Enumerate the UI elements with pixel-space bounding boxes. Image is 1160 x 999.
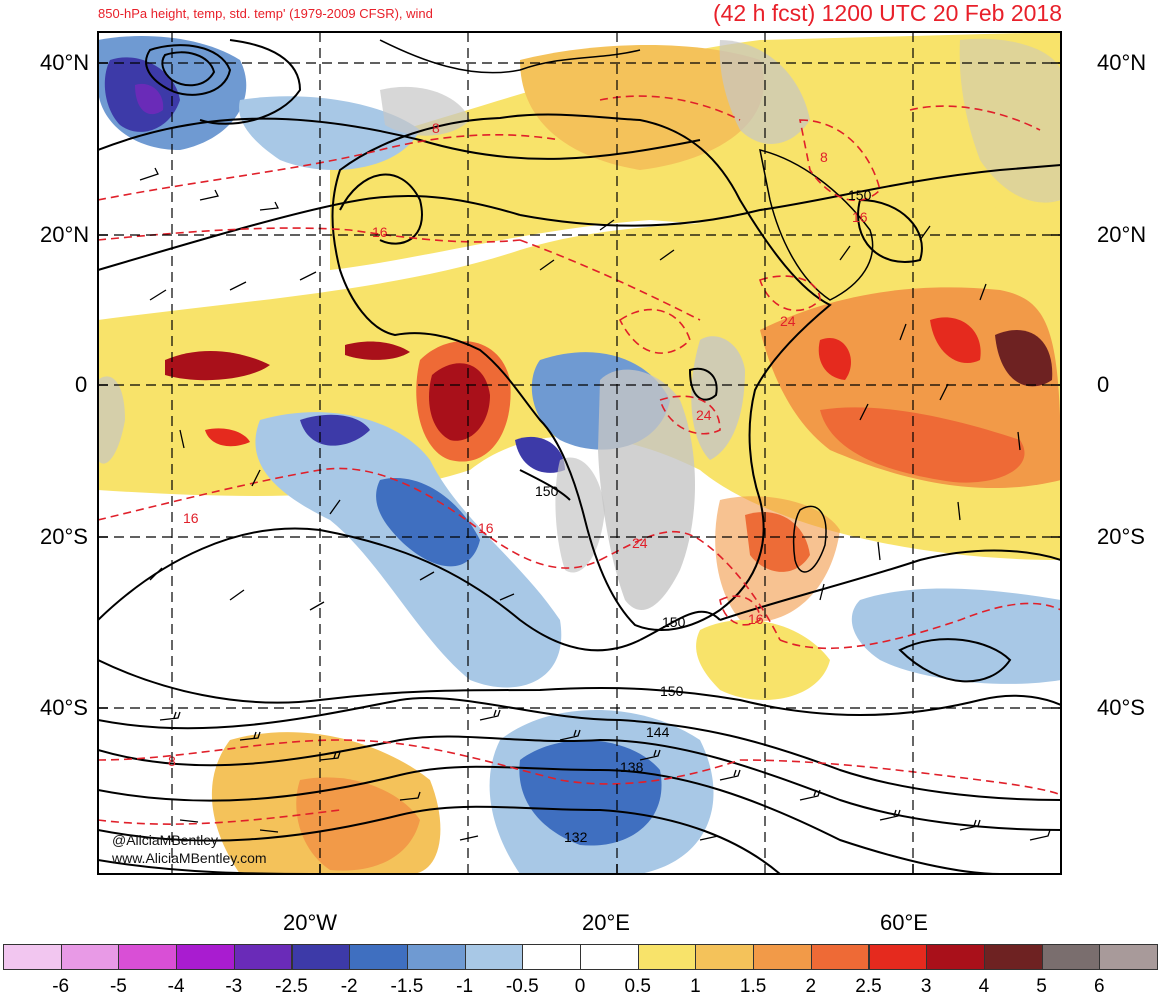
colorbar-label: -6 <box>52 976 70 997</box>
colorbar-swatch <box>233 944 293 970</box>
lat-label-left: 0 <box>75 372 88 397</box>
colorbar-swatch <box>176 944 235 970</box>
height-label: 138 <box>620 759 644 775</box>
colorbar-label: -0.5 <box>505 976 539 997</box>
credit-twitter: @AliciaMBentley <box>112 832 219 848</box>
colorbar-label: -2 <box>340 976 358 997</box>
colorbar-label: 2.5 <box>855 976 882 997</box>
temperature-contours <box>98 95 1061 825</box>
temperature-label: 8 <box>820 149 828 165</box>
colorbar-swatch <box>695 944 755 970</box>
wind-barbs <box>139 167 1051 841</box>
lon-label: 60°E <box>880 910 928 935</box>
map-title-right: (42 h fcst) 1200 UTC 20 Feb 2018 <box>712 0 1062 26</box>
colorbar-label: -4 <box>167 976 185 997</box>
colorbar-swatch <box>406 944 466 970</box>
africa-coastline <box>331 113 832 631</box>
colorbar-swatch <box>580 944 639 970</box>
temperature-label: 8 <box>432 120 440 136</box>
contour-label-group: 150 150 150 150 144 138 132 8 16 16 16 1… <box>168 120 872 845</box>
height-label: 144 <box>646 724 670 740</box>
arabia-coastline <box>759 148 874 301</box>
colorbar-label: 5 <box>1036 976 1047 997</box>
lat-label-left: 20°S <box>40 524 88 549</box>
lat-label-right: 0 <box>1097 372 1110 397</box>
colorbar-label: -5 <box>109 976 127 997</box>
lat-label-right: 40°N <box>1097 50 1147 75</box>
colorbar-swatch <box>637 944 697 970</box>
colorbar-swatch <box>3 944 62 970</box>
colorbar-swatch <box>1099 944 1158 970</box>
colorbar-label: -1 <box>456 976 474 997</box>
colorbar-label: -2.5 <box>275 976 308 997</box>
colorbar-swatch <box>291 944 351 970</box>
map-field: 150 150 150 150 144 138 132 8 16 16 16 1… <box>98 32 1061 874</box>
colorbar-label: 2 <box>805 976 817 997</box>
lat-label-left: 40°S <box>40 695 88 720</box>
colorbar-label: 1.5 <box>739 976 767 997</box>
colorbar-label: -3 <box>225 976 243 997</box>
map-frame <box>97 31 1062 875</box>
temperature-label: 16 <box>852 209 868 225</box>
temperature-label: 16 <box>183 510 199 526</box>
lat-label-right: 40°S <box>1097 695 1145 720</box>
temperature-label: 16 <box>748 611 764 627</box>
height-label: 132 <box>564 829 588 845</box>
colorbar-label: 0.5 <box>624 976 651 997</box>
temperature-label: 16 <box>372 224 388 240</box>
colorbar-swatch <box>1041 944 1101 970</box>
credit-website: www.AliciaMBentley.com <box>112 850 267 866</box>
colorbar-label: 6 <box>1094 976 1105 997</box>
colorbar-label: 0 <box>574 976 586 997</box>
colorbar-swatch <box>522 944 581 970</box>
colorbar-swatch <box>753 944 812 970</box>
height-label: 150 <box>660 683 684 699</box>
colorbar-label: 1 <box>690 976 701 997</box>
colorbar-label: -1.5 <box>390 976 424 997</box>
height-label: 150 <box>848 187 872 203</box>
colorbar-swatch <box>810 944 870 970</box>
colorbar-swatch <box>868 944 928 970</box>
colorbar-swatch <box>464 944 524 970</box>
temperature-label: 24 <box>696 407 712 423</box>
colorbar-swatch <box>118 944 178 970</box>
lat-label-left: 40°N <box>40 50 90 75</box>
colorbar-swatch <box>60 944 120 970</box>
colorbar-label: 3 <box>920 976 932 997</box>
lat-label-right: 20°N <box>1097 222 1147 247</box>
temperature-label: 24 <box>632 535 648 551</box>
colorbar-swatch <box>349 944 408 970</box>
madagascar-coastline <box>792 505 827 573</box>
colorbar-swatch <box>926 944 985 970</box>
height-label: 150 <box>662 614 686 630</box>
colorbar-swatch <box>983 944 1043 970</box>
frame-ticks <box>98 62 1061 874</box>
colorbar-label: 4 <box>978 976 990 997</box>
lat-label-right: 20°S <box>1097 524 1145 549</box>
lat-label-left: 20°N <box>40 222 90 247</box>
lon-label: 20°E <box>582 910 630 935</box>
map-title-left: 850-hPa height, temp, std. temp' (1979-2… <box>98 6 433 21</box>
temperature-label: 16 <box>478 520 494 536</box>
graticule <box>98 32 1061 874</box>
lon-label: 20°W <box>283 910 338 935</box>
temperature-label: 24 <box>780 313 796 329</box>
height-label: 150 <box>535 483 559 499</box>
